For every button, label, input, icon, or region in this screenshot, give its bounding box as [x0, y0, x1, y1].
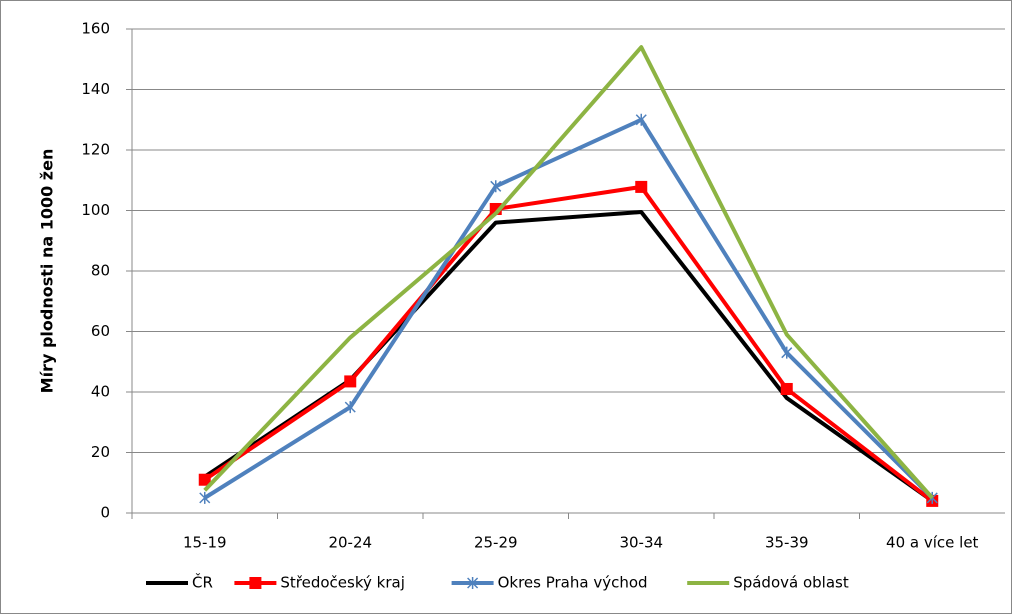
marker	[635, 180, 648, 193]
y-axis-label: Míry plodnosti na 1000 žen	[38, 149, 57, 394]
y-tick-label: 20	[91, 443, 110, 461]
series-line	[203, 184, 934, 503]
y-tick-label: 140	[81, 80, 110, 98]
x-tick-label: 40 a více let	[886, 534, 978, 552]
legend-label: ČR	[192, 573, 213, 592]
y-tick-label: 0	[100, 504, 110, 522]
marker	[344, 401, 356, 414]
series-line	[203, 45, 934, 500]
x-tick-label: 30-34	[619, 534, 663, 552]
y-tick-label: 80	[91, 262, 110, 280]
marker	[199, 491, 211, 504]
x-tick-label: 25-29	[474, 534, 518, 552]
marker	[781, 346, 793, 359]
y-tick-label: 160	[81, 20, 110, 38]
marker	[249, 577, 262, 589]
marker	[635, 113, 647, 126]
marker	[198, 473, 211, 486]
x-tick-label: 35-39	[765, 534, 809, 552]
legend-label: Středočeský kraj	[280, 574, 404, 592]
y-tick-label: 100	[81, 201, 110, 219]
series-line	[203, 117, 934, 500]
x-tick-label: 20-24	[328, 534, 372, 552]
y-tick-label: 120	[81, 141, 110, 159]
marker	[490, 180, 502, 193]
y-tick-label: 60	[91, 322, 110, 340]
marker	[467, 577, 479, 589]
legend-label: Spádová oblast	[733, 574, 849, 592]
x-tick-label: 15-19	[183, 534, 227, 552]
marker	[780, 382, 793, 395]
y-tick-label: 40	[91, 383, 110, 401]
marker	[344, 375, 357, 388]
legend-label: Okres Praha východ	[498, 574, 648, 592]
